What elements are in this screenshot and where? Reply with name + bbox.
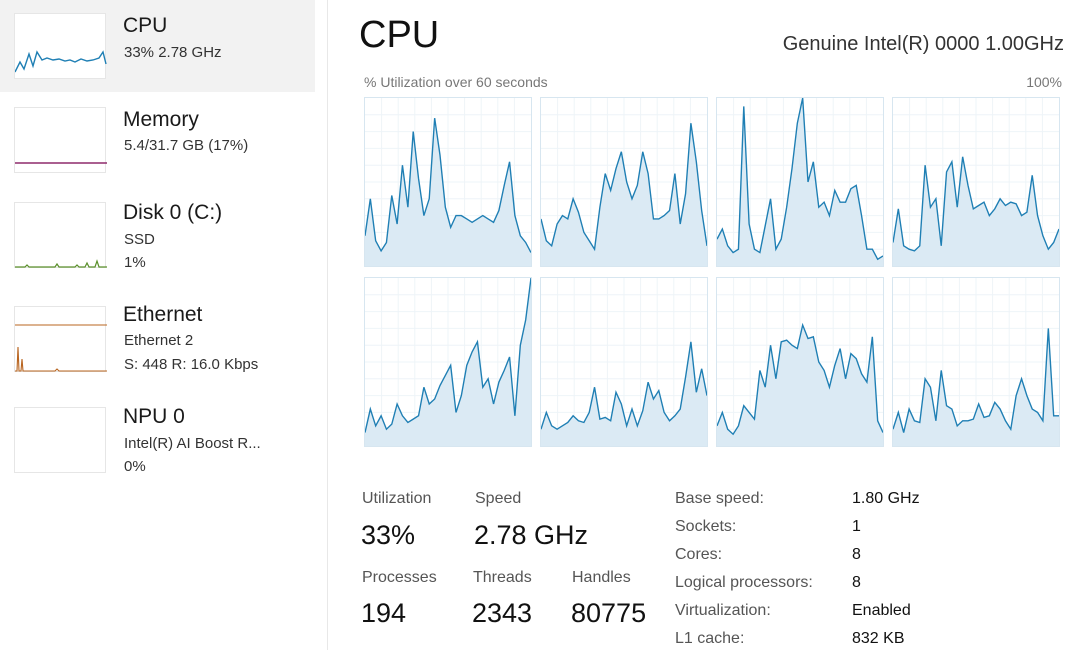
handles-value: 80775 xyxy=(571,598,647,628)
core-utilization-area xyxy=(717,98,883,266)
detail-value: 8 xyxy=(852,546,861,563)
detail-value: Enabled xyxy=(852,602,911,619)
core-utilization-area xyxy=(717,325,883,446)
core-utilization-area xyxy=(893,328,1059,446)
core-graph xyxy=(892,277,1060,447)
graph-caption: % Utilization over 60 seconds xyxy=(364,74,548,90)
utilization-label: Utilization xyxy=(362,490,432,507)
utilization-value: 33% xyxy=(361,520,416,550)
sidebar-item-throughput: S: 448 R: 16.0 Kbps xyxy=(124,356,259,373)
core-utilization-area xyxy=(365,278,531,446)
sidebar-item-title: NPU 0 xyxy=(123,405,185,428)
divider xyxy=(327,0,328,650)
sidebar-item-detail: 5.4/31.7 GB (17%) xyxy=(124,137,249,154)
memory-sparkline-icon xyxy=(14,107,107,173)
cpu-model-name: Genuine Intel(R) 0000 1.00GHz xyxy=(782,33,1064,55)
detail-value: 832 KB xyxy=(852,630,905,647)
core-utilization-line xyxy=(893,328,1059,433)
detail-key: Cores: xyxy=(675,546,723,563)
page-title: CPU xyxy=(359,14,440,56)
handles-label: Handles xyxy=(572,569,631,586)
sidebar-item-title: Memory xyxy=(123,108,199,131)
sidebar-item-ethernet[interactable]: Ethernet Ethernet 2 S: 448 R: 16.0 Kbps xyxy=(0,297,315,389)
sidebar: CPU 33% 2.78 GHz Memory 5.4/31.7 GB (17%… xyxy=(0,0,315,650)
core-graph xyxy=(540,277,708,447)
npu-sparkline-icon xyxy=(14,407,106,473)
detail-key: Sockets: xyxy=(675,518,737,535)
core-utilization-area xyxy=(541,341,707,446)
disk-sparkline-icon xyxy=(14,202,107,268)
sidebar-item-disk[interactable]: Disk 0 (C:) SSD 1% xyxy=(0,195,315,287)
sidebar-item-detail: SSD xyxy=(124,231,155,248)
sidebar-item-title: Disk 0 (C:) xyxy=(123,201,223,224)
speed-label: Speed xyxy=(475,490,522,507)
core-graph xyxy=(716,277,884,447)
ethernet-sparkline-icon xyxy=(14,306,107,372)
graph-max-label: 100% xyxy=(1026,74,1062,90)
core-utilization-line xyxy=(365,118,531,253)
core-utilization-area xyxy=(893,156,1059,266)
core-graph xyxy=(364,97,532,267)
processes-value: 194 xyxy=(361,598,407,628)
threads-value: 2343 xyxy=(472,598,533,628)
detail-value: 8 xyxy=(852,574,861,591)
core-utilization-line xyxy=(541,341,707,431)
sidebar-item-memory[interactable]: Memory 5.4/31.7 GB (17%) xyxy=(0,100,315,192)
detail-value: 1 xyxy=(852,518,861,535)
detail-key: Base speed: xyxy=(675,490,764,507)
cpu-sparkline-icon xyxy=(14,13,107,79)
sidebar-item-detail: Ethernet 2 xyxy=(124,332,194,349)
detail-value: 1.80 GHz xyxy=(852,490,920,507)
core-graph xyxy=(540,97,708,267)
core-utilization-line xyxy=(717,98,883,261)
processes-label: Processes xyxy=(362,569,437,586)
sidebar-item-usage: 1% xyxy=(124,254,146,271)
core-utilization-area xyxy=(541,123,707,266)
core-utilization-line xyxy=(365,278,531,433)
sidebar-item-title: CPU xyxy=(123,14,168,37)
detail-key: Logical processors: xyxy=(675,574,813,591)
sidebar-item-title: Ethernet xyxy=(123,303,203,326)
sidebar-item-detail: 33% 2.78 GHz xyxy=(124,44,222,61)
detail-key: L1 cache: xyxy=(675,630,745,647)
speed-value: 2.78 GHz xyxy=(474,520,589,550)
cpu-core-graphs xyxy=(364,97,1060,449)
sidebar-item-npu[interactable]: NPU 0 Intel(R) AI Boost R... 0% xyxy=(0,398,315,490)
sidebar-item-cpu[interactable]: CPU 33% 2.78 GHz xyxy=(0,0,315,92)
core-utilization-line xyxy=(893,156,1059,252)
threads-label: Threads xyxy=(473,569,532,586)
sidebar-item-detail: Intel(R) AI Boost R... xyxy=(124,435,261,452)
core-utilization-area xyxy=(365,118,531,266)
core-utilization-line xyxy=(541,123,707,252)
core-graph xyxy=(716,97,884,267)
sidebar-item-usage: 0% xyxy=(124,458,146,475)
detail-key: Virtualization: xyxy=(675,602,771,619)
core-utilization-line xyxy=(717,322,883,436)
core-graph xyxy=(364,277,532,447)
core-graph xyxy=(892,97,1060,267)
